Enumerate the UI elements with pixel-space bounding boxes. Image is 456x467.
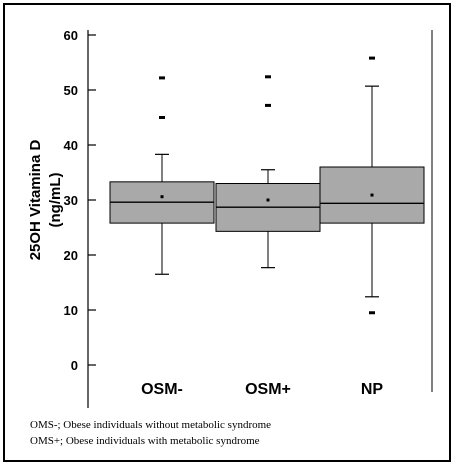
outlier-point: [159, 76, 165, 80]
mean-marker: [160, 195, 164, 199]
y-tick-label: 60: [64, 28, 78, 43]
footnote-osm-plus: OMS+; Obese individuals with metabolic s…: [30, 435, 260, 447]
outlier-point: [265, 75, 271, 79]
mean-marker: [266, 198, 270, 202]
y-tick-label: 0: [71, 358, 78, 373]
outlier-point: [265, 103, 271, 107]
y-tick-group: 0 10 20 30 40 50 60: [64, 28, 96, 373]
outlier-point: [369, 311, 375, 315]
y-tick-label: 30: [64, 193, 78, 208]
footnote-osm-minus: OMS-; Obese individuals without metaboli…: [30, 419, 272, 431]
category-label: NP: [361, 381, 384, 398]
y-axis-title-line2: (ng/mL): [47, 173, 64, 228]
category-label-group: OSM- OSM+ NP: [141, 381, 383, 398]
outlier-point: [159, 116, 165, 119]
box-OSM+: [215, 75, 321, 269]
box-OSM-: [109, 76, 215, 275]
figure-frame: [3, 3, 451, 462]
outlier-point: [369, 56, 375, 60]
box-group: [109, 56, 425, 315]
y-axis-title-line1: 25OH Vitamina D: [27, 140, 44, 261]
y-axis-title: 25OH Vitamina D (ng/mL): [27, 140, 64, 261]
y-tick-label: 50: [64, 83, 78, 98]
category-label: OSM+: [245, 381, 291, 398]
box-NP: [319, 56, 425, 315]
mean-marker: [370, 193, 374, 197]
footnotes: OMS-; Obese individuals without metaboli…: [30, 417, 440, 449]
category-label: OSM-: [141, 381, 183, 398]
y-tick-label: 10: [64, 303, 78, 318]
y-tick-label: 20: [64, 248, 78, 263]
y-tick-label: 40: [64, 138, 78, 153]
